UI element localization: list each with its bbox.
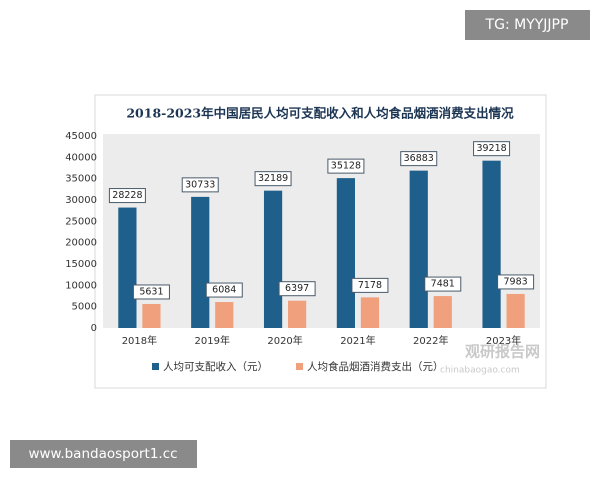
legend-label: 人均食品烟酒消费支出（元） — [307, 360, 444, 373]
y-tick-label: 25000 — [65, 216, 97, 227]
legend-swatch — [296, 363, 303, 370]
y-tick-label: 20000 — [65, 238, 97, 249]
y-tick-label: 45000 — [65, 131, 97, 142]
value-label: 7983 — [504, 276, 528, 287]
bar — [263, 190, 283, 328]
value-label: 30733 — [185, 179, 215, 190]
y-tick-label: 10000 — [65, 280, 97, 291]
overlay-box — [10, 440, 197, 468]
watermark-name: 观研报告网 — [465, 343, 540, 361]
legend-swatch — [152, 363, 159, 370]
bar — [360, 297, 380, 328]
x-tick-label: 2019年 — [195, 334, 230, 347]
x-tick-label: 2018年 — [122, 334, 157, 347]
value-label-box — [497, 274, 535, 290]
value-label: 28228 — [112, 190, 142, 201]
bar — [336, 178, 356, 328]
value-label: 35128 — [331, 161, 361, 172]
value-label: 5631 — [139, 286, 163, 297]
overlay-box — [465, 10, 590, 40]
bar — [506, 293, 525, 328]
chart-title: 2018-2023年中国居民人均可支配收入和人均食品烟酒消费支出情况 — [126, 106, 514, 121]
value-label-box — [327, 158, 365, 174]
x-tick-label: 2023年 — [486, 334, 521, 347]
value-label-box — [278, 281, 316, 297]
y-tick-label: 30000 — [65, 195, 97, 206]
value-label: 32189 — [258, 173, 288, 184]
legend-label: 人均可支配收入（元） — [163, 360, 268, 373]
value-label: 7178 — [358, 280, 382, 291]
y-tick-label: 15000 — [65, 259, 97, 270]
x-tick-label: 2020年 — [267, 334, 302, 347]
x-tick-label: 2022年 — [413, 334, 448, 347]
value-label-box — [108, 188, 146, 204]
bar — [142, 303, 161, 328]
value-label-box — [205, 282, 243, 298]
value-label-box — [473, 141, 511, 157]
overlay-text: TG: MYYJJPP — [485, 17, 569, 33]
value-label-box — [132, 284, 170, 300]
value-label-box — [351, 277, 389, 293]
value-label-box — [254, 171, 292, 187]
bar — [482, 160, 501, 328]
bar — [433, 296, 452, 328]
bar — [215, 302, 234, 328]
y-tick-label: 40000 — [65, 152, 97, 163]
y-tick-label: 0 — [91, 323, 97, 334]
value-label: 39218 — [476, 143, 506, 154]
value-label-box — [424, 276, 462, 292]
y-tick-label: 35000 — [65, 174, 97, 185]
overlay-text: www.bandaosport1.cc — [28, 446, 177, 462]
value-label: 6084 — [212, 285, 236, 296]
value-label-box — [181, 177, 219, 193]
value-label: 7481 — [431, 279, 455, 290]
y-tick-label: 5000 — [72, 302, 97, 313]
value-label: 6397 — [285, 283, 309, 294]
x-tick-label: 2021年 — [340, 334, 375, 347]
plot-background — [103, 134, 540, 328]
bar — [409, 170, 428, 328]
bar — [118, 207, 137, 328]
bar — [191, 196, 210, 328]
watermark-site: chinabaogao.com — [440, 366, 520, 376]
value-label-box — [400, 151, 438, 167]
bar — [287, 300, 307, 328]
value-label: 36883 — [404, 153, 434, 164]
